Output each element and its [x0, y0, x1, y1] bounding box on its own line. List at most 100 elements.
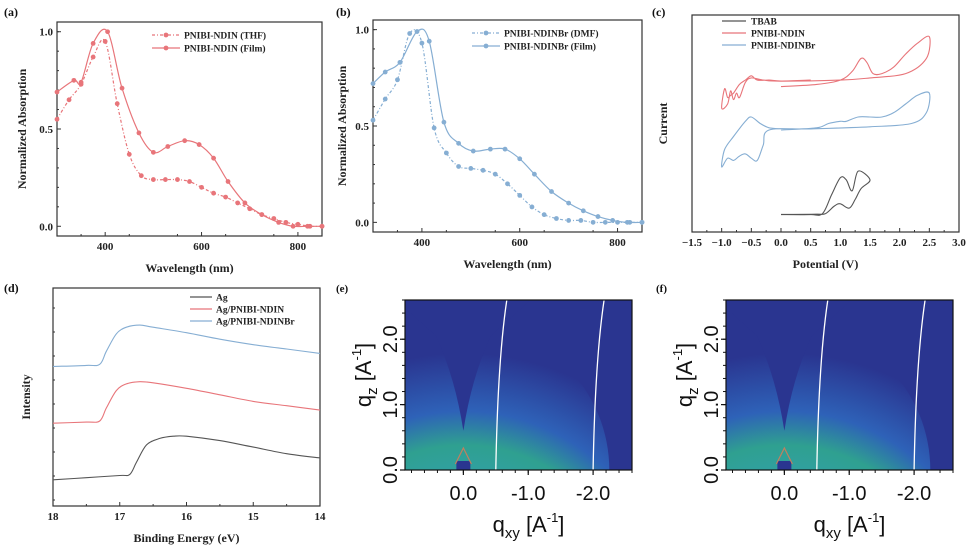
- data-point: [487, 146, 493, 152]
- data-point: [305, 223, 310, 229]
- x-axis-label: Wavelength (nm): [145, 261, 233, 275]
- ups-curve-1: [52, 381, 321, 424]
- x-axis-label-main: q: [814, 512, 826, 537]
- y-axis-label-main: q: [351, 395, 376, 407]
- legend-label: PNIBI-NDIN (THF): [184, 31, 266, 42]
- data-point: [529, 204, 535, 210]
- y-tick-label: 2.0: [380, 325, 402, 353]
- x-tick-label: −0.5: [741, 237, 762, 249]
- data-point: [382, 96, 388, 102]
- data-point: [295, 221, 301, 227]
- y-axis-label-main: q: [672, 395, 697, 407]
- x-axis-label-sup: -1: [547, 510, 559, 525]
- data-point: [456, 164, 461, 169]
- legend-label: PNIBI-NDINBr (Film): [504, 42, 596, 53]
- cv-curve-0: [780, 170, 871, 216]
- data-point: [196, 142, 202, 147]
- plot-frame-e: [404, 299, 633, 471]
- data-point: [456, 140, 461, 146]
- data-point: [554, 216, 559, 221]
- data-point: [150, 149, 156, 155]
- x-axis-label-sup: -1: [868, 510, 880, 525]
- x-tick-label: 600: [511, 237, 528, 249]
- x-tick-label: 400: [414, 237, 431, 249]
- data-point: [102, 39, 108, 44]
- data-point: [395, 77, 400, 83]
- x-tick-label: 3.0: [952, 237, 966, 249]
- data-point: [639, 219, 645, 225]
- y-tick-label: 1.0: [39, 27, 53, 39]
- x-tick-label: 15: [248, 511, 260, 523]
- beamstop: [456, 461, 471, 470]
- y-tick-label: 1.0: [355, 25, 369, 37]
- panel-label: (e): [336, 283, 349, 295]
- data-point: [541, 212, 547, 218]
- y-tick-label: 0.0: [380, 456, 402, 484]
- data-point: [138, 173, 144, 179]
- x-tick-label: 2.0: [893, 237, 907, 249]
- data-point: [578, 218, 584, 223]
- data-point: [480, 167, 486, 173]
- missing-wedge: [405, 300, 531, 431]
- data-point: [259, 212, 265, 218]
- y-tick-label: 0.0: [355, 217, 369, 229]
- data-point: [566, 200, 572, 206]
- x-tick-label: 400: [97, 241, 114, 253]
- data-point: [90, 54, 96, 60]
- y-axis-label-close: ]: [672, 343, 697, 349]
- y-axis-label: Intensity: [19, 374, 33, 419]
- data-point: [431, 125, 437, 131]
- series-line-1: [56, 28, 322, 228]
- legend-label: PNIBI-NDINBr (DMF): [504, 29, 599, 40]
- data-point: [397, 60, 403, 65]
- data-point: [290, 223, 296, 229]
- y-axis-label-sub: z: [364, 387, 381, 395]
- x-axis-label-sub: xy: [826, 525, 842, 542]
- data-point: [283, 219, 289, 225]
- data-point: [319, 223, 325, 229]
- x-tick-label: -2.0: [897, 483, 931, 505]
- y-axis-label-unit: [A: [672, 360, 697, 387]
- y-axis-label: qz [A-1]: [349, 343, 381, 407]
- x-axis-label: Binding Energy (eV): [133, 531, 239, 545]
- data-point: [211, 190, 216, 196]
- giwaxs-image: [405, 300, 632, 470]
- x-axis-label-close: ]: [558, 512, 564, 537]
- data-point: [199, 184, 204, 190]
- data-point: [223, 194, 229, 200]
- data-point: [517, 156, 523, 162]
- x-tick-label: 2.5: [922, 237, 936, 249]
- data-point: [163, 177, 168, 182]
- data-point: [505, 181, 510, 187]
- data-point: [54, 89, 60, 95]
- data-point: [470, 148, 476, 154]
- y-tick-label: 2.0: [701, 325, 723, 353]
- data-point: [71, 77, 77, 83]
- x-tick-label: 1.0: [833, 237, 847, 249]
- data-point: [414, 29, 420, 34]
- data-point: [443, 150, 449, 156]
- chart-panel-b: (b) 400 600 800 0.0 0.5 1.0 Wavelength (nm) Norm…: [335, 5, 645, 271]
- legend-marker: [163, 45, 169, 51]
- x-axis-label-unit: [A: [841, 512, 868, 537]
- x-tick-label: 800: [609, 237, 626, 249]
- x-tick-label: 0.5: [804, 237, 818, 249]
- y-tick-label: 0.5: [355, 121, 369, 133]
- data-point: [114, 101, 120, 107]
- data-point: [235, 200, 241, 206]
- data-point: [549, 189, 554, 194]
- y-tick-label: 0.0: [701, 456, 723, 484]
- x-tick-label: 17: [114, 511, 126, 523]
- data-point: [566, 218, 572, 223]
- x-tick-label: −1.0: [712, 237, 733, 249]
- x-axis-label: Potential (V): [793, 257, 859, 271]
- y-axis-label: qz [A-1]: [670, 343, 702, 407]
- panel-label: (f): [656, 283, 667, 295]
- data-point: [590, 219, 596, 225]
- x-axis-label-main: q: [493, 512, 505, 537]
- legend-marker: [163, 32, 169, 38]
- y-axis-label: Normalized Absorption: [335, 66, 349, 187]
- x-axis-label: qxy [A-1]: [493, 510, 565, 542]
